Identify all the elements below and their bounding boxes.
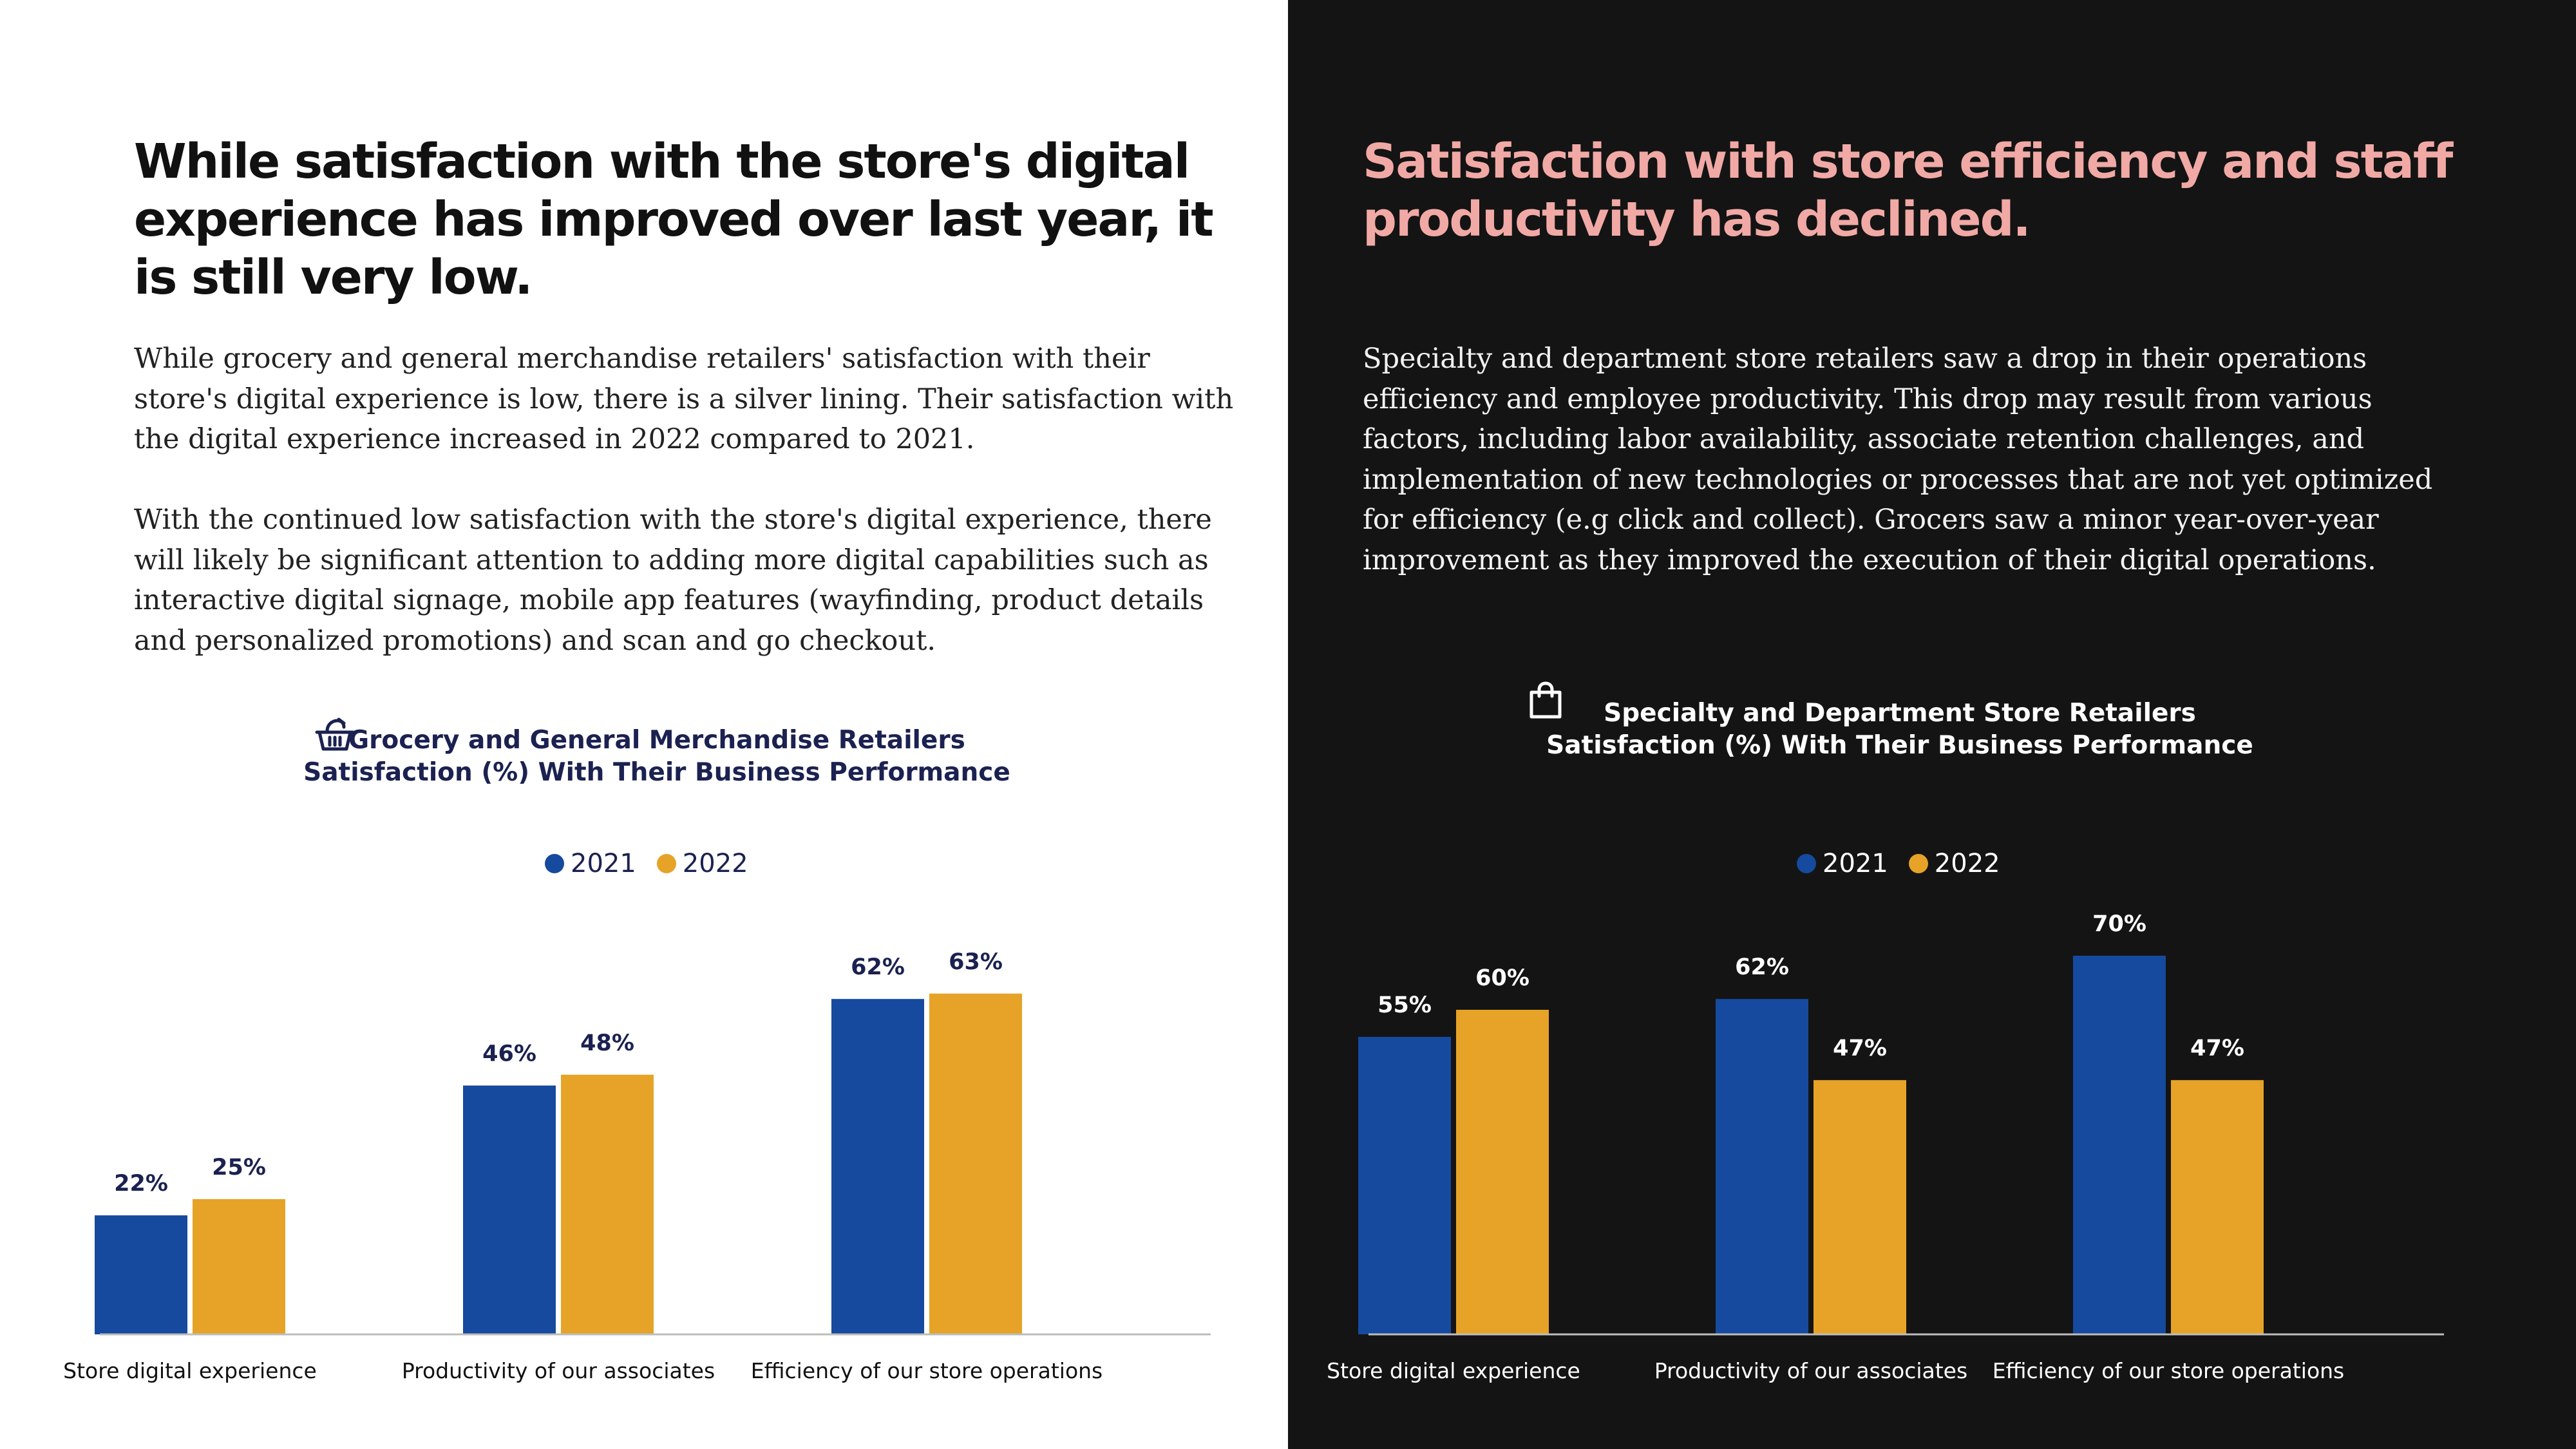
- left-bar-2021-1: [463, 1085, 556, 1334]
- grocery-basket-icon: [314, 714, 355, 764]
- right-chart-title: Specialty and Department Store Retailers…: [1404, 681, 2396, 762]
- left-panel: While satisfaction with the store's digi…: [63, 134, 1234, 1383]
- right-legend: 2021 2022: [1797, 849, 2021, 878]
- right-data-label-2021-0: 55%: [1378, 992, 1432, 1018]
- left-bar-2021-2: [831, 999, 924, 1334]
- left-chart-title-line2: Satisfaction (%) With Their Business Per…: [303, 758, 1010, 787]
- left-data-label-2022-0: 25%: [212, 1155, 266, 1180]
- left-legend-item-2022: 2022: [656, 849, 748, 878]
- left-chart-title: Grocery and General Merchandise Retailer…: [193, 717, 1121, 789]
- right-bar-2021-2: [2073, 956, 2166, 1334]
- left-bar-2021-0: [95, 1215, 187, 1334]
- right-category-label-1: Productivity of our associates: [1654, 1358, 1967, 1383]
- left-bar-2022-0: [193, 1199, 285, 1334]
- left-bar-2022-2: [929, 993, 1022, 1334]
- right-data-label-2021-2: 70%: [2092, 911, 2146, 937]
- right-chart-title-line2: Satisfaction (%) With Their Business Per…: [1546, 731, 2253, 760]
- left-data-label-2021-0: 22%: [114, 1171, 168, 1197]
- right-bar-2022-1: [1814, 1080, 1906, 1334]
- left-bar-chart: 22% 25% Store digital experience 46% 48% Prod…: [63, 949, 1211, 1383]
- right-data-label-2021-1: 62%: [1735, 954, 1789, 980]
- right-bar-2022-0: [1456, 1010, 1549, 1334]
- right-legend-item-2021: 2021: [1797, 849, 1888, 878]
- left-chart-title-line1: Grocery and General Merchandise Retailer…: [348, 726, 965, 755]
- right-paragraph-1: Specialty and department store retailers…: [1363, 343, 2433, 576]
- right-legend-label-2021: 2021: [1823, 849, 1888, 878]
- left-data-label-2022-1: 48%: [580, 1030, 634, 1056]
- legend-dot-2022: [656, 854, 676, 873]
- left-data-label-2021-1: 46%: [482, 1041, 536, 1067]
- right-bar-2022-2: [2171, 1080, 2264, 1334]
- right-panel: Satisfaction with store efficiency and s…: [1288, 0, 2576, 1449]
- left-legend-item-2021: 2021: [545, 849, 636, 878]
- right-legend-label-2022: 2022: [1934, 849, 2000, 878]
- right-category-label-0: Store digital experience: [1327, 1358, 1580, 1383]
- right-data-label-2022-2: 47%: [2190, 1036, 2244, 1061]
- right-heading: Satisfaction with store efficiency and s…: [1363, 134, 2453, 247]
- left-data-label-2022-2: 63%: [949, 949, 1003, 975]
- right-legend-item-2022: 2022: [1908, 849, 2000, 878]
- legend-dot-2021: [1797, 854, 1816, 873]
- left-legend: 2021 2022: [545, 849, 769, 878]
- left-legend-label-2022: 2022: [682, 849, 748, 878]
- left-data-label-2021-2: 62%: [851, 954, 905, 980]
- left-legend-label-2021: 2021: [571, 849, 636, 878]
- right-chart-title-line1: Specialty and Department Store Retailers: [1604, 699, 2196, 728]
- right-bar-chart: 55% 60% Store digital experience 62% 47% Prod…: [1327, 911, 2444, 1383]
- left-paragraph-2: With the continued low satisfaction with…: [134, 504, 1212, 657]
- right-category-label-2: Efficiency of our store operations: [1993, 1358, 2345, 1383]
- left-bar-2022-1: [561, 1074, 654, 1334]
- legend-dot-2021: [545, 854, 564, 873]
- right-data-label-2022-0: 60%: [1475, 965, 1530, 991]
- legend-dot-2022: [1908, 854, 1928, 873]
- right-bar-2021-0: [1358, 1037, 1451, 1334]
- left-category-label-1: Productivity of our associates: [402, 1358, 715, 1383]
- shopping-bag-icon: [1526, 679, 1565, 729]
- left-category-label-2: Efficiency of our store operations: [751, 1358, 1103, 1383]
- left-paragraph-1: While grocery and general merchandise re…: [134, 343, 1234, 455]
- left-category-label-0: Store digital experience: [63, 1358, 317, 1383]
- right-data-label-2022-1: 47%: [1833, 1036, 1887, 1061]
- left-heading: While satisfaction with the store's digi…: [134, 134, 1214, 305]
- right-bar-2021-1: [1716, 999, 1808, 1334]
